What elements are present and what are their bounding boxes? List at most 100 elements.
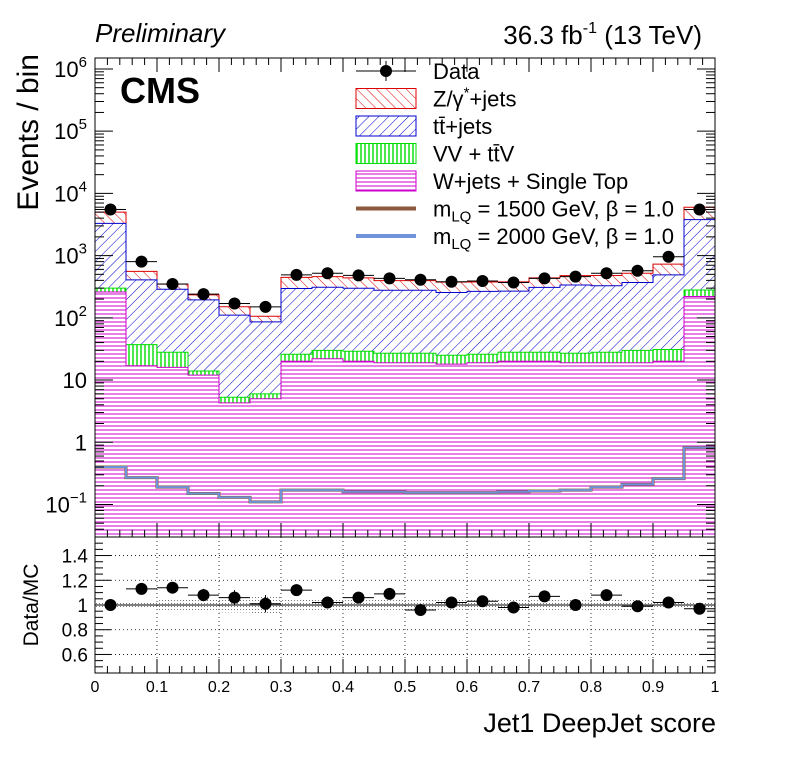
ratio-point bbox=[321, 596, 334, 609]
legend-swatch bbox=[355, 170, 417, 192]
ratio-y-tick-label: 1.4 bbox=[62, 547, 89, 568]
legend-swatch bbox=[355, 88, 417, 109]
legend-text: VV + tt̄V bbox=[433, 142, 515, 167]
y-tick-label: 1 bbox=[75, 430, 87, 455]
stack-outline bbox=[95, 287, 715, 398]
y-tick-base: 10 bbox=[54, 119, 78, 144]
y-tick-exp: 6 bbox=[79, 54, 87, 71]
cms-label: CMS bbox=[120, 70, 200, 111]
stack-bar bbox=[498, 361, 529, 537]
data-point bbox=[352, 269, 365, 282]
stack-bar bbox=[622, 362, 653, 537]
data-point bbox=[662, 250, 675, 263]
legend-entry: Data bbox=[356, 59, 480, 84]
data-point bbox=[693, 203, 706, 216]
y-tick-exp: −1 bbox=[70, 489, 87, 506]
y-tick-base: 10 bbox=[54, 244, 78, 269]
legend-label: Data bbox=[433, 59, 480, 84]
ratio-point bbox=[166, 581, 179, 594]
ratio-point bbox=[290, 584, 303, 597]
legend-entry: VV + tt̄V bbox=[355, 142, 515, 167]
y-tick-label: 10 bbox=[63, 368, 87, 393]
x-tick-label: 0.2 bbox=[208, 679, 230, 696]
data-point bbox=[321, 267, 334, 280]
stack-bar bbox=[591, 362, 622, 537]
stack-bar bbox=[405, 362, 436, 537]
legend-entry: Z/γ*+jets bbox=[355, 85, 517, 112]
legend-text: = 1500 GeV, β = 1.0 bbox=[471, 197, 674, 222]
y-tick-base: 10 bbox=[54, 57, 78, 82]
data-point bbox=[445, 275, 458, 288]
stack-bar bbox=[250, 398, 281, 537]
stack-bar bbox=[281, 361, 312, 537]
legend-sup: * bbox=[464, 85, 470, 102]
ratio-y-tick-label: 1.2 bbox=[62, 571, 88, 592]
stack-bar bbox=[312, 358, 343, 537]
ratio-point bbox=[259, 597, 272, 610]
y-tick-exp: 2 bbox=[79, 303, 87, 320]
legend-label: mLQ = 2000 GeV, β = 1.0 bbox=[433, 224, 674, 253]
data-point bbox=[631, 264, 644, 277]
stack-bar bbox=[467, 362, 498, 537]
ratio-y-tick-label: 0.6 bbox=[62, 645, 88, 666]
legend-swatch bbox=[355, 115, 417, 137]
ratio-y-tick-label: 0.8 bbox=[62, 621, 88, 642]
ratio-point bbox=[445, 596, 458, 609]
legend-text: m bbox=[433, 224, 451, 249]
legend-text: m bbox=[433, 197, 451, 222]
legend-label: mLQ = 1500 GeV, β = 1.0 bbox=[433, 197, 674, 226]
legend-entry: W+jets + Single Top bbox=[355, 169, 628, 194]
data-point bbox=[507, 276, 520, 289]
y-tick-label: 106 bbox=[54, 54, 87, 82]
legend-marker bbox=[380, 65, 392, 77]
stack-bar bbox=[560, 362, 591, 537]
data-point bbox=[259, 300, 272, 313]
ratio-point bbox=[538, 590, 551, 603]
y-axis-title: Events / bin bbox=[12, 54, 45, 211]
stack-bar bbox=[653, 361, 684, 537]
y-tick-label: 10−1 bbox=[45, 489, 87, 517]
legend-label: tt̄+jets bbox=[433, 114, 492, 139]
lumi-tail: (13 TeV) bbox=[597, 20, 702, 50]
legend-text: = 2000 GeV, β = 1.0 bbox=[471, 224, 674, 249]
legend-text: W+jets + Single Top bbox=[433, 169, 628, 194]
legend-entry: mLQ = 1500 GeV, β = 1.0 bbox=[356, 197, 674, 226]
data-point bbox=[476, 275, 489, 288]
stack-bar bbox=[343, 361, 374, 537]
ratio-point bbox=[228, 591, 241, 604]
x-tick-label: 1 bbox=[711, 679, 720, 696]
y-tick-exp: 3 bbox=[79, 241, 87, 258]
ratio-y-axis-title: Data/MC bbox=[20, 564, 43, 647]
legend-label: Z/γ*+jets bbox=[433, 85, 517, 112]
y-tick-base: 10 bbox=[54, 306, 78, 331]
stack-bar bbox=[219, 402, 250, 537]
data-point bbox=[104, 203, 117, 216]
stack-outline bbox=[95, 291, 715, 404]
data-point bbox=[383, 272, 396, 285]
legend-label: VV + tt̄V bbox=[433, 142, 515, 167]
signal-line bbox=[95, 446, 715, 503]
preliminary-label: Preliminary bbox=[95, 18, 227, 48]
ratio-point bbox=[569, 599, 582, 611]
y-tick-exp: 4 bbox=[79, 178, 87, 195]
ratio-y-tick-label: 1 bbox=[77, 596, 88, 617]
y-tick-base: 10 bbox=[54, 181, 78, 206]
stack-bar bbox=[126, 365, 157, 537]
x-tick-label: 0.6 bbox=[456, 679, 478, 696]
lumi-main: 36.3 fb bbox=[503, 20, 583, 50]
data-point bbox=[166, 277, 179, 290]
stack-bar bbox=[374, 362, 405, 537]
ratio-point bbox=[662, 596, 675, 609]
x-tick-label: 0.9 bbox=[642, 679, 664, 696]
data-point bbox=[197, 288, 210, 301]
lumi-sup: -1 bbox=[583, 20, 597, 37]
y-tick-label: 102 bbox=[54, 303, 87, 331]
ratio-point bbox=[352, 591, 365, 604]
x-tick-label: 0.3 bbox=[270, 679, 292, 696]
y-tick-text: 1 bbox=[75, 430, 87, 455]
ratio-point bbox=[414, 603, 427, 616]
stack-outline bbox=[95, 219, 715, 323]
legend-text: +jets bbox=[469, 87, 516, 112]
